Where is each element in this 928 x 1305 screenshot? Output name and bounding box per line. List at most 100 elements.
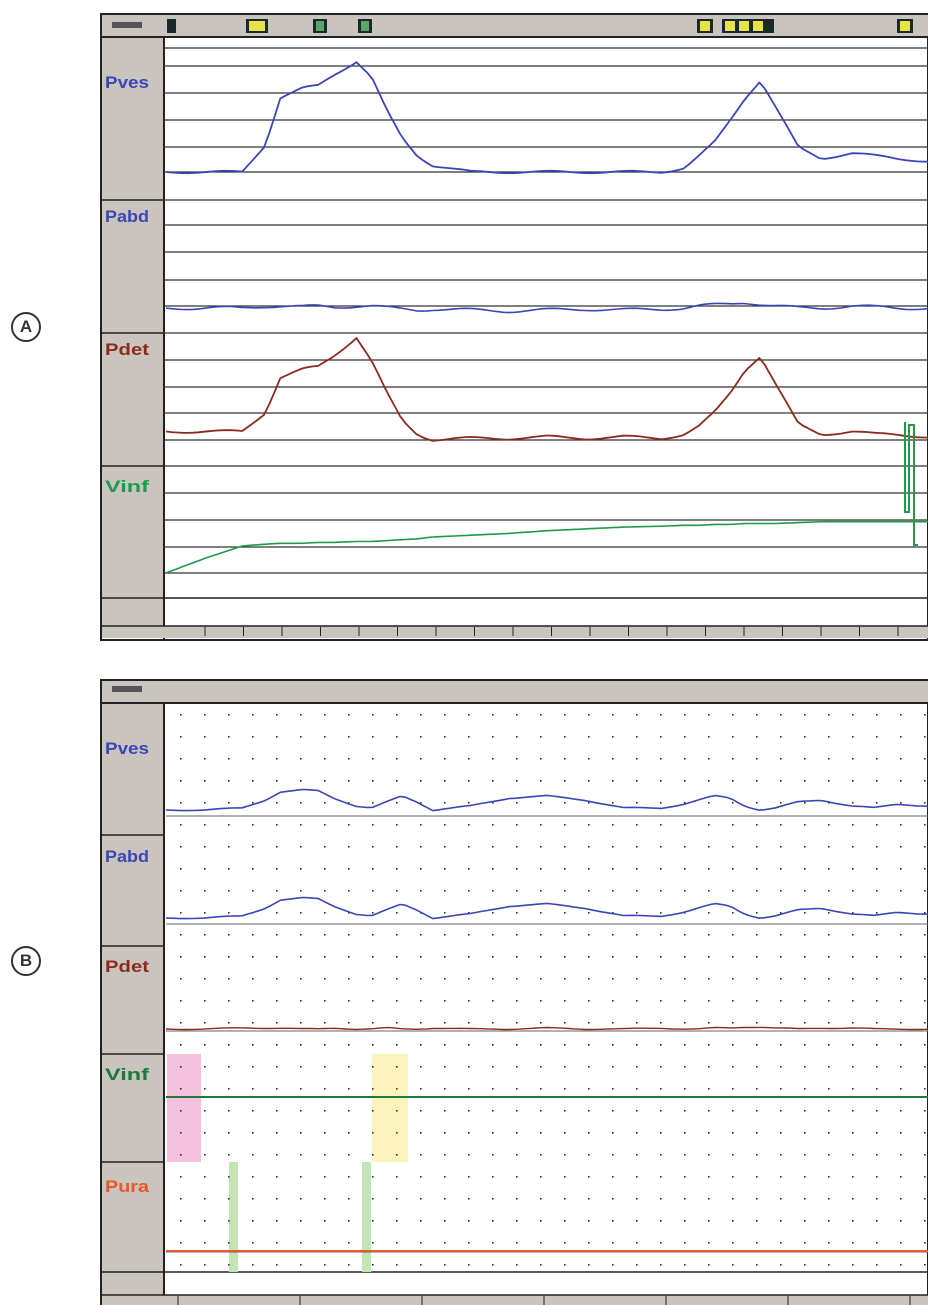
grid-dot bbox=[804, 758, 806, 760]
grid-dot bbox=[924, 1242, 926, 1244]
grid-dot bbox=[708, 912, 710, 914]
grid-dot bbox=[492, 1022, 494, 1024]
grid-dot bbox=[924, 1066, 926, 1068]
grid-dot bbox=[660, 1000, 662, 1002]
grid-dot bbox=[252, 758, 254, 760]
grid-dot bbox=[708, 1044, 710, 1046]
grid-dot bbox=[516, 780, 518, 782]
grid-dot bbox=[708, 1110, 710, 1112]
grid-dot bbox=[756, 934, 758, 936]
grid-dot bbox=[420, 1000, 422, 1002]
panel-a-channel-labels: Pves Pabd Pdet Vinf bbox=[105, 73, 149, 496]
grid-dot bbox=[540, 1220, 542, 1222]
grid-dot bbox=[732, 1242, 734, 1244]
grid-dot bbox=[204, 1132, 206, 1134]
grid-dot bbox=[276, 1154, 278, 1156]
grid-dot bbox=[396, 1000, 398, 1002]
grid-dot bbox=[876, 1132, 878, 1134]
grid-dot bbox=[876, 890, 878, 892]
channel-label-b-1: Pabd bbox=[105, 847, 149, 866]
grid-dot bbox=[444, 912, 446, 914]
grid-dot bbox=[348, 956, 350, 958]
grid-dot bbox=[204, 1154, 206, 1156]
grid-dot bbox=[492, 956, 494, 958]
grid-dot bbox=[708, 1264, 710, 1266]
panel-b-highlights bbox=[167, 1054, 408, 1272]
panel-label-b: B bbox=[11, 946, 41, 976]
grid-dot bbox=[804, 1044, 806, 1046]
grid-dot bbox=[276, 758, 278, 760]
grid-dot bbox=[252, 1088, 254, 1090]
grid-dot bbox=[852, 824, 854, 826]
trace-vinf bbox=[165, 520, 928, 574]
grid-dot bbox=[636, 1220, 638, 1222]
grid-dot bbox=[828, 1176, 830, 1178]
grid-dot bbox=[420, 736, 422, 738]
grid-dot bbox=[564, 802, 566, 804]
grid-dot bbox=[300, 934, 302, 936]
grid-dot bbox=[204, 1220, 206, 1222]
grid-dot bbox=[756, 1066, 758, 1068]
grid-dot bbox=[564, 1132, 566, 1134]
grid-dot bbox=[828, 978, 830, 980]
grid-dot bbox=[444, 714, 446, 716]
grid-dot bbox=[492, 978, 494, 980]
grid-dot bbox=[444, 978, 446, 980]
grid-dot bbox=[876, 1242, 878, 1244]
grid-dot bbox=[420, 758, 422, 760]
grid-dot bbox=[684, 780, 686, 782]
grid-dot bbox=[876, 1022, 878, 1024]
grid-dot bbox=[564, 736, 566, 738]
grid-dot bbox=[468, 1264, 470, 1266]
grid-dot bbox=[564, 978, 566, 980]
grid-dot bbox=[588, 1022, 590, 1024]
grid-dot bbox=[828, 956, 830, 958]
grid-dot bbox=[852, 934, 854, 936]
grid-dot bbox=[564, 1198, 566, 1200]
grid-dot bbox=[756, 912, 758, 914]
grid-dot bbox=[252, 1000, 254, 1002]
grid-dot bbox=[468, 846, 470, 848]
grid-dot bbox=[228, 934, 230, 936]
grid-dot bbox=[564, 758, 566, 760]
grid-dot bbox=[252, 1154, 254, 1156]
grid-dot bbox=[756, 802, 758, 804]
trace-b-pabd bbox=[165, 896, 928, 920]
grid-dot bbox=[540, 868, 542, 870]
grid-dot bbox=[924, 1154, 926, 1156]
grid-dot bbox=[228, 758, 230, 760]
grid-dot bbox=[588, 1176, 590, 1178]
grid-dot bbox=[516, 934, 518, 936]
grid-dot bbox=[684, 868, 686, 870]
grid-dot bbox=[324, 802, 326, 804]
grid-dot bbox=[348, 1132, 350, 1134]
grid-dot bbox=[516, 868, 518, 870]
highlight-green-2 bbox=[362, 1162, 371, 1272]
grid-dot bbox=[204, 1022, 206, 1024]
grid-dot bbox=[612, 868, 614, 870]
grid-dot bbox=[180, 802, 182, 804]
grid-dot bbox=[852, 956, 854, 958]
grid-dot bbox=[324, 1066, 326, 1068]
grid-dot bbox=[684, 978, 686, 980]
grid-dot bbox=[660, 1044, 662, 1046]
grid-dot bbox=[804, 934, 806, 936]
grid-dot bbox=[276, 1088, 278, 1090]
grid-dot bbox=[900, 1022, 902, 1024]
grid-dot bbox=[204, 978, 206, 980]
grid-dot bbox=[852, 1198, 854, 1200]
grid-dot bbox=[924, 802, 926, 804]
grid-dot bbox=[180, 1264, 182, 1266]
grid-dot bbox=[396, 802, 398, 804]
grid-dot bbox=[396, 780, 398, 782]
trace-pves bbox=[165, 61, 928, 175]
grid-dot bbox=[468, 714, 470, 716]
grid-dot bbox=[324, 758, 326, 760]
grid-dot bbox=[372, 1088, 374, 1090]
grid-dot bbox=[780, 1264, 782, 1266]
grid-dot bbox=[732, 714, 734, 716]
channel-label-a-0: Pves bbox=[105, 73, 149, 92]
grid-dot bbox=[708, 1242, 710, 1244]
grid-dot bbox=[228, 890, 230, 892]
grid-dot bbox=[348, 1176, 350, 1178]
